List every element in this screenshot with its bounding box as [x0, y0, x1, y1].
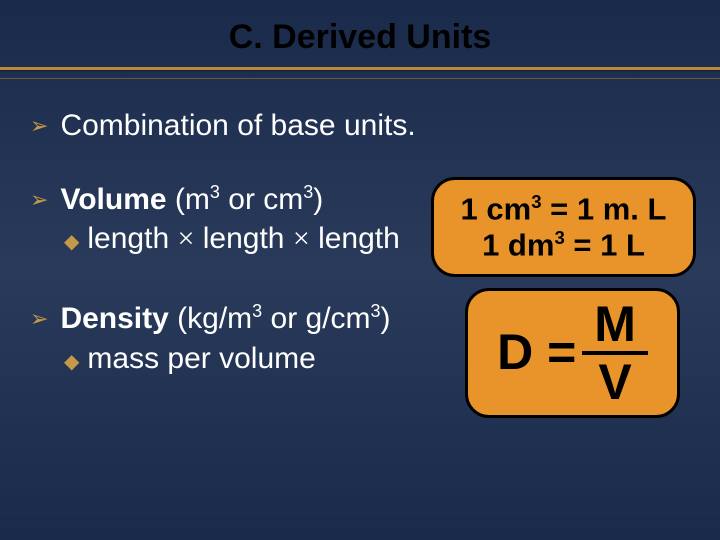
bullet-text: Density (kg/m3 or g/cm3) [60, 300, 390, 338]
word: length [310, 222, 400, 255]
superscript: 3 [531, 191, 541, 212]
fraction: M V [582, 299, 648, 407]
units-text: or g/cm [262, 302, 370, 335]
divider-line-thin [0, 78, 720, 79]
word: length [87, 222, 177, 255]
chevron-icon: ➢ [30, 113, 48, 139]
multiply-icon: × [177, 222, 194, 255]
content-area: ➢ Combination of base units. ➢ Volume (m… [30, 107, 690, 376]
diamond-icon: ◆ [64, 229, 79, 254]
units-text: (kg/m [169, 302, 252, 335]
callout-text: 1 cm [461, 191, 532, 226]
superscript: 3 [554, 227, 564, 248]
numerator: M [582, 299, 648, 355]
callout-line: 1 cm3 = 1 m. L [442, 191, 685, 227]
superscript: 3 [252, 301, 262, 321]
units-text: ) [313, 183, 323, 216]
superscript: 3 [303, 182, 313, 202]
denominator: V [586, 355, 643, 407]
chevron-icon: ➢ [30, 187, 48, 213]
bullet-density-block: ➢ Density (kg/m3 or g/cm3) ◆ mass per vo… [30, 300, 690, 376]
diamond-icon: ◆ [64, 349, 79, 374]
units-text: or cm [220, 183, 303, 216]
slide-title: C. Derived Units [30, 18, 690, 57]
slide: C. Derived Units ➢ Combination of base u… [0, 0, 720, 540]
sub-text: length × length × length [87, 222, 399, 256]
bullet-combination: ➢ Combination of base units. [30, 107, 690, 145]
formula-lhs: D = [497, 324, 576, 382]
chevron-icon: ➢ [30, 306, 48, 332]
callout-line: 1 dm3 = 1 L [442, 227, 685, 263]
units-text: (m [167, 183, 210, 216]
density-label: Density [60, 302, 168, 335]
sub-text: mass per volume [87, 342, 315, 376]
word: length [194, 222, 292, 255]
volume-callout: 1 cm3 = 1 m. L 1 dm3 = 1 L [431, 177, 696, 277]
callout-text: = 1 L [565, 227, 645, 262]
callout-text: 1 dm [482, 227, 554, 262]
superscript: 3 [210, 182, 220, 202]
bullet-volume-block: ➢ Volume (m3 or cm3) ◆ length × length ×… [30, 181, 690, 257]
volume-label: Volume [60, 183, 166, 216]
callout-text: = 1 m. L [542, 191, 667, 226]
bullet-text: Combination of base units. [60, 107, 415, 145]
multiply-icon: × [293, 222, 310, 255]
divider-line [0, 67, 720, 70]
units-text: ) [381, 302, 391, 335]
superscript: 3 [371, 301, 381, 321]
density-callout: D = M V [465, 288, 680, 418]
bullet-text: Volume (m3 or cm3) [60, 181, 323, 219]
